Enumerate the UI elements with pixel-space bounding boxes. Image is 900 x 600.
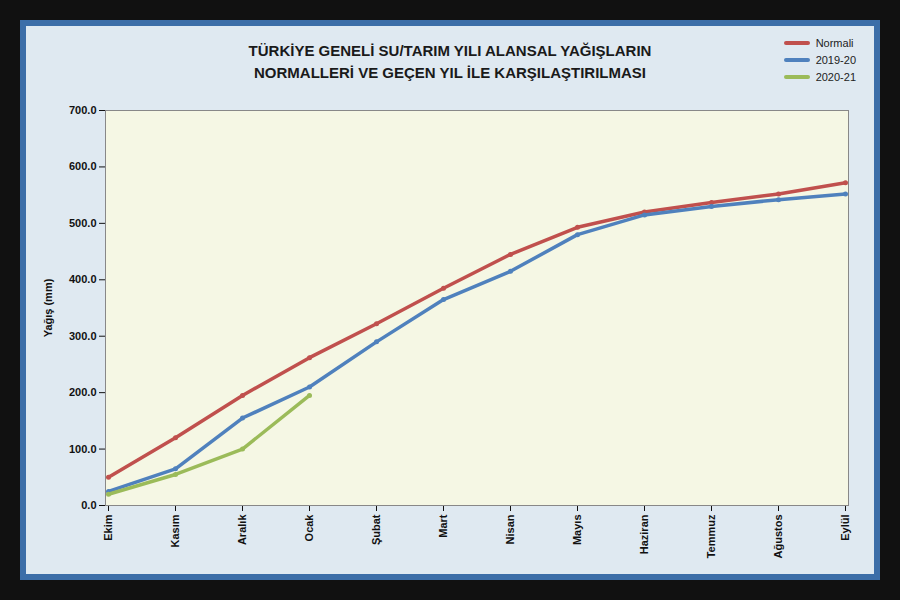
svg-text:Mart: Mart xyxy=(437,514,449,538)
svg-text:Nisan: Nisan xyxy=(504,514,516,544)
svg-text:400.0: 400.0 xyxy=(69,273,97,285)
svg-text:600.0: 600.0 xyxy=(69,160,97,172)
svg-text:Haziran: Haziran xyxy=(638,514,650,554)
svg-text:700.0: 700.0 xyxy=(69,104,97,116)
svg-text:Eylül: Eylül xyxy=(839,515,851,541)
svg-text:200.0: 200.0 xyxy=(69,386,97,398)
svg-text:Şubat: Şubat xyxy=(370,514,382,545)
svg-text:Mayıs: Mayıs xyxy=(571,515,583,546)
svg-text:Yağış (mm): Yağış (mm) xyxy=(42,278,54,337)
svg-text:Temmuz: Temmuz xyxy=(705,514,717,558)
svg-text:100.0: 100.0 xyxy=(69,443,97,455)
svg-text:500.0: 500.0 xyxy=(69,217,97,229)
svg-text:Ocak: Ocak xyxy=(303,514,315,542)
html-text:2020-21: 2020-21 xyxy=(815,70,856,83)
svg-text:Kasım: Kasım xyxy=(169,514,181,547)
html-text:Normali: Normali xyxy=(815,36,854,49)
svg-text:Ağustos: Ağustos xyxy=(772,515,784,559)
svg-text:Aralık: Aralık xyxy=(236,514,248,545)
svg-text:0.0: 0.0 xyxy=(81,499,96,511)
html-text:2019-20: 2019-20 xyxy=(815,53,856,66)
svg-text:300.0: 300.0 xyxy=(69,330,97,342)
html-text:TÜRKİYE GENELİ SU/TARIM YILI A: TÜRKİYE GENELİ SU/TARIM YILI ALANSAL YAĞ… xyxy=(248,42,652,81)
svg-text:Ekim: Ekim xyxy=(102,514,114,541)
